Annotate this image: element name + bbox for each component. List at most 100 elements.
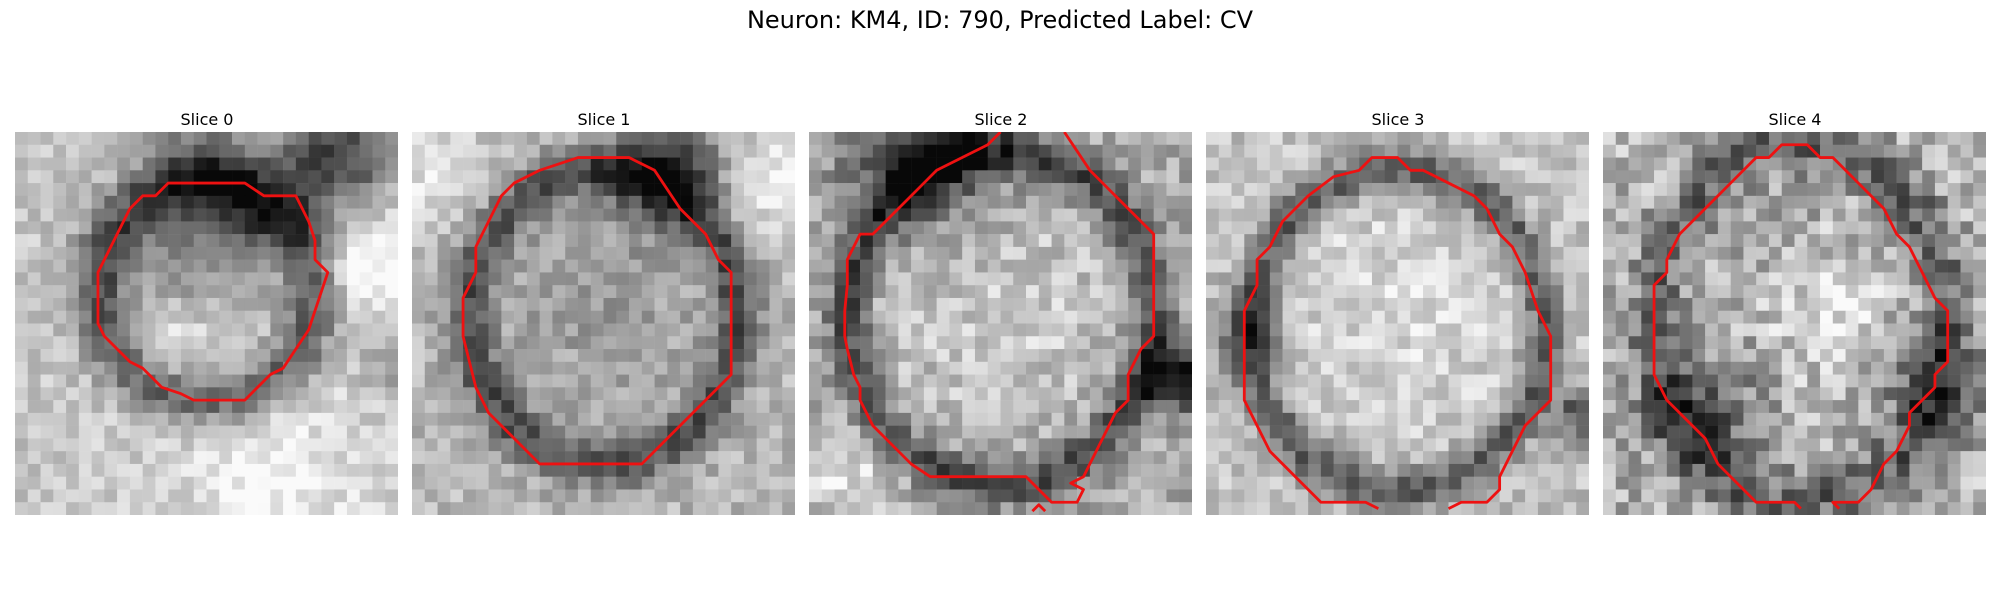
grayscale-pixel [680, 349, 694, 363]
grayscale-pixel [911, 400, 925, 414]
grayscale-pixel [603, 502, 617, 515]
grayscale-pixel [1423, 349, 1437, 363]
grayscale-pixel [1525, 259, 1539, 273]
grayscale-pixel [1628, 400, 1642, 414]
grayscale-pixel [1000, 234, 1014, 248]
grayscale-pixel [180, 297, 194, 311]
grayscale-pixel [936, 234, 950, 248]
grayscale-pixel [1666, 144, 1680, 158]
grayscale-pixel [346, 489, 360, 503]
grayscale-pixel [885, 221, 899, 235]
grayscale-pixel [1576, 183, 1589, 197]
grayscale-pixel [1717, 502, 1731, 515]
grayscale-pixel [1807, 285, 1821, 299]
grayscale-pixel [1308, 208, 1322, 222]
grayscale-pixel [974, 323, 988, 337]
grayscale-pixel [257, 234, 271, 248]
grayscale-pixel [1320, 476, 1334, 490]
grayscale-pixel [654, 374, 668, 388]
grayscale-pixel [1474, 144, 1488, 158]
grayscale-pixel [1269, 361, 1283, 375]
grayscale-pixel-grid [1206, 132, 1589, 515]
grayscale-pixel [1525, 400, 1539, 414]
grayscale-pixel [385, 221, 398, 235]
grayscale-pixel [142, 195, 156, 209]
grayscale-pixel [1282, 157, 1296, 171]
grayscale-pixel [437, 349, 451, 363]
grayscale-pixel [782, 183, 795, 197]
grayscale-pixel [731, 310, 745, 324]
grayscale-pixel [1461, 425, 1475, 439]
grayscale-pixel [15, 208, 29, 222]
grayscale-pixel [1038, 502, 1052, 515]
grayscale-pixel [1781, 438, 1795, 452]
grayscale-pixel [1371, 170, 1385, 184]
grayscale-pixel [860, 183, 874, 197]
grayscale-pixel [129, 336, 143, 350]
grayscale-pixel [616, 451, 630, 465]
grayscale-pixel [987, 272, 1001, 286]
grayscale-pixel [1679, 183, 1693, 197]
grayscale-pixel [1269, 425, 1283, 439]
grayscale-pixel [667, 246, 681, 260]
grayscale-pixel [412, 374, 426, 388]
grayscale-pixel [1140, 438, 1154, 452]
grayscale-pixel [692, 272, 706, 286]
grayscale-pixel [1128, 310, 1142, 324]
grayscale-pixel [1448, 170, 1462, 184]
grayscale-pixel [104, 476, 118, 490]
grayscale-pixel [91, 170, 105, 184]
grayscale-pixel [385, 195, 398, 209]
grayscale-pixel [66, 144, 80, 158]
grayscale-pixel [1692, 285, 1706, 299]
grayscale-pixel [488, 157, 502, 171]
grayscale-pixel [898, 323, 912, 337]
grayscale-pixel [809, 310, 823, 324]
grayscale-pixel [1858, 234, 1872, 248]
grayscale-pixel [539, 451, 553, 465]
grayscale-pixel [1257, 259, 1271, 273]
grayscale-pixel [1922, 463, 1936, 477]
grayscale-pixel [1295, 387, 1309, 401]
grayscale-pixel [654, 195, 668, 209]
grayscale-pixel [1807, 183, 1821, 197]
grayscale-pixel [91, 221, 105, 235]
grayscale-pixel [308, 361, 322, 375]
grayscale-pixel [412, 336, 426, 350]
grayscale-pixel [193, 489, 207, 503]
grayscale-pixel [142, 272, 156, 286]
grayscale-pixel [450, 310, 464, 324]
grayscale-pixel [603, 157, 617, 171]
grayscale-pixel [1705, 412, 1719, 426]
grayscale-pixel [1807, 425, 1821, 439]
grayscale-pixel [987, 221, 1001, 235]
grayscale-pixel [359, 132, 373, 146]
grayscale-pixel [731, 183, 745, 197]
grayscale-pixel [1934, 272, 1948, 286]
grayscale-pixel [1871, 297, 1885, 311]
grayscale-pixel [1359, 297, 1373, 311]
grayscale-pixel [1231, 297, 1245, 311]
grayscale-pixel [1603, 132, 1617, 146]
grayscale-pixel [1269, 285, 1283, 299]
grayscale-pixel [1794, 425, 1808, 439]
grayscale-pixel [821, 489, 835, 503]
grayscale-pixel [860, 349, 874, 363]
grayscale-pixel [1102, 259, 1116, 273]
grayscale-pixel [1013, 387, 1027, 401]
grayscale-pixel [1128, 246, 1142, 260]
grayscale-pixel [385, 323, 398, 337]
grayscale-pixel [180, 412, 194, 426]
grayscale-pixel [1666, 425, 1680, 439]
grayscale-pixel [1537, 259, 1551, 273]
grayscale-pixel [1499, 259, 1513, 273]
grayscale-pixel [743, 221, 757, 235]
grayscale-pixel [1654, 476, 1668, 490]
grayscale-pixel [680, 157, 694, 171]
grayscale-pixel [244, 349, 258, 363]
grayscale-pixel [1499, 183, 1513, 197]
grayscale-pixel [1231, 157, 1245, 171]
grayscale-pixel [1807, 489, 1821, 503]
grayscale-pixel [295, 310, 309, 324]
grayscale-pixel [1563, 157, 1577, 171]
